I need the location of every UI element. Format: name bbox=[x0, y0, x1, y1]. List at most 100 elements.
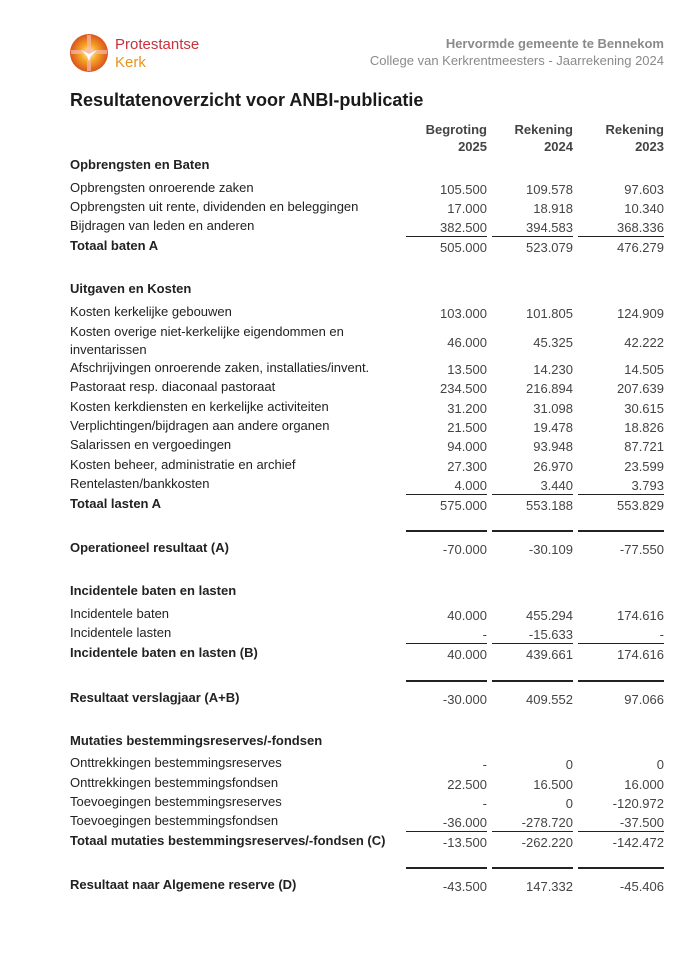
table-row: Pastoraat resp. diaconaal pastoraat 234.5… bbox=[70, 378, 664, 396]
row-value: 31.098 bbox=[533, 401, 573, 416]
sum-rule bbox=[578, 643, 664, 644]
row-value: -77.550 bbox=[619, 542, 664, 557]
row-label: Afschrijvingen onroerende zaken, install… bbox=[70, 360, 370, 375]
row-value: 368.336 bbox=[617, 220, 664, 235]
table-row: Opbrengsten onroerende zaken 105.500 109.5… bbox=[70, 179, 664, 197]
page-title: Resultatenoverzicht voor ANBI-publicatie bbox=[70, 90, 424, 110]
row-label: Kosten overige niet-kerkelijke eigendomm… bbox=[70, 324, 344, 357]
double-rule bbox=[406, 530, 487, 532]
brand-name-line2: Kerk bbox=[115, 54, 146, 71]
row-value: 147.332 bbox=[526, 879, 573, 894]
table-row: Kosten kerkelijke gebouwen 103.000 101.805… bbox=[70, 303, 664, 321]
sum-rule bbox=[406, 236, 487, 237]
row-value: 553.188 bbox=[526, 498, 573, 513]
row-value: 575.000 bbox=[440, 498, 487, 513]
row-value: 10.340 bbox=[624, 201, 664, 216]
row-value: -43.500 bbox=[442, 879, 487, 894]
table-row: Salarissen en vergoedingen 94.000 93.948 87… bbox=[70, 436, 664, 454]
row-value: 14.505 bbox=[624, 362, 664, 377]
sum-rule bbox=[406, 643, 487, 644]
row-value: 18.918 bbox=[533, 201, 573, 216]
row-label: Toevoegingen bestemmingsreserves bbox=[70, 794, 282, 809]
sum-rule bbox=[406, 831, 487, 832]
sum-rule bbox=[492, 831, 573, 832]
table-row: Incidentele lasten - -15.633 - bbox=[70, 624, 664, 642]
row-label: Pastoraat resp. diaconaal pastoraat bbox=[70, 379, 276, 394]
section-heading: Mutaties bestemmingsreserves/-fondsen bbox=[70, 732, 664, 750]
row-value: 13.500 bbox=[447, 362, 487, 377]
row-value: 382.500 bbox=[440, 220, 487, 235]
sum-rule bbox=[492, 494, 573, 495]
table-row: Rentelasten/bankkosten 4.000 3.440 3.793 bbox=[70, 475, 664, 493]
row-value: 0 bbox=[565, 757, 573, 772]
row-label: Incidentele lasten bbox=[70, 625, 172, 640]
table-row: Toevoegingen bestemmingsfondsen -36.000 -2… bbox=[70, 812, 664, 830]
row-value: 46.000 bbox=[447, 335, 487, 350]
double-rule bbox=[578, 680, 664, 682]
row-value: 234.500 bbox=[440, 381, 487, 396]
sum-rule bbox=[406, 494, 487, 495]
protestantse-kerk-logo-icon bbox=[70, 34, 108, 72]
row-value: 0 bbox=[565, 796, 573, 811]
row-value: 23.599 bbox=[624, 459, 664, 474]
result-row: Operationeel resultaat (A) -70.000 -30.109… bbox=[70, 539, 664, 557]
row-value: -37.500 bbox=[619, 815, 664, 830]
row-value: 523.079 bbox=[526, 240, 573, 255]
row-value: -142.472 bbox=[612, 835, 664, 850]
row-label: Opbrengsten uit rente, dividenden en bel… bbox=[70, 199, 359, 214]
double-rule bbox=[578, 867, 664, 869]
table-row: Kosten overige niet-kerkelijke eigendomm… bbox=[70, 324, 664, 357]
row-value: 40.000 bbox=[447, 608, 487, 623]
row-label: Kosten beheer, administratie en archief bbox=[70, 457, 296, 472]
total-row: Totaal mutaties bestemmingsreserves/-fon… bbox=[70, 832, 664, 850]
result-row: Resultaat naar Algemene reserve (D) -43.5… bbox=[70, 876, 664, 894]
row-value: 455.294 bbox=[526, 608, 573, 623]
column-header-rekening-2024: Rekening 2024 bbox=[492, 121, 573, 155]
row-value: 174.616 bbox=[617, 608, 664, 623]
row-value: -278.720 bbox=[521, 815, 573, 830]
row-label: Onttrekkingen bestemmingsfondsen bbox=[70, 775, 279, 790]
brand-name-line1: Protestantse bbox=[115, 36, 200, 53]
table-row: Toevoegingen bestemmingsreserves - 0 -120.9… bbox=[70, 793, 664, 811]
row-value: 103.000 bbox=[440, 306, 487, 321]
row-value: -262.220 bbox=[521, 835, 573, 850]
sum-rule bbox=[492, 643, 573, 644]
total-row: Incidentele baten en lasten (B) 40.000 439… bbox=[70, 644, 664, 662]
document-subtitle: College van Kerkrentmeesters - Jaarreken… bbox=[369, 53, 664, 68]
column-header-line2: 2024 bbox=[544, 139, 573, 154]
row-value: 18.826 bbox=[624, 420, 664, 435]
table-row: Opbrengsten uit rente, dividenden en bel… bbox=[70, 198, 664, 216]
table-row: Onttrekkingen bestemmingsfondsen 22.500 16… bbox=[70, 774, 664, 792]
section-heading: Incidentele baten en lasten bbox=[70, 582, 664, 600]
row-value: 22.500 bbox=[447, 777, 487, 792]
column-header-rekening-2023: Rekening 2023 bbox=[578, 121, 664, 155]
table-row: Kosten beheer, administratie en archief 2… bbox=[70, 456, 664, 474]
row-value: - bbox=[659, 627, 664, 642]
row-value: 31.200 bbox=[447, 401, 487, 416]
row-value: 174.616 bbox=[617, 647, 664, 662]
row-value: 94.000 bbox=[447, 439, 487, 454]
row-label: Totaal lasten A bbox=[70, 496, 162, 511]
row-value: 476.279 bbox=[617, 240, 664, 255]
section-heading: Opbrengsten en Baten bbox=[70, 156, 664, 174]
row-label: Kosten kerkelijke gebouwen bbox=[70, 304, 232, 319]
row-value: 553.829 bbox=[617, 498, 664, 513]
row-label: Opbrengsten onroerende zaken bbox=[70, 180, 254, 195]
row-value: -120.972 bbox=[612, 796, 664, 811]
column-header-line2: 2023 bbox=[635, 139, 664, 154]
column-header-begroting-2025: Begroting 2025 bbox=[406, 121, 487, 155]
row-label: Mutaties bestemmingsreserves/-fondsen bbox=[70, 733, 323, 748]
row-label: Incidentele baten en lasten bbox=[70, 583, 237, 598]
row-value: 0 bbox=[656, 757, 664, 772]
row-value: 124.909 bbox=[617, 306, 664, 321]
row-label: Incidentele baten bbox=[70, 606, 170, 621]
column-header-line1: Begroting bbox=[425, 122, 487, 137]
row-label: Rentelasten/bankkosten bbox=[70, 476, 210, 491]
row-value: - bbox=[482, 757, 487, 772]
row-value: 45.325 bbox=[533, 335, 573, 350]
row-value: 3.440 bbox=[540, 478, 573, 493]
row-value: 101.805 bbox=[526, 306, 573, 321]
row-value: 207.639 bbox=[617, 381, 664, 396]
row-label: Incidentele baten en lasten (B) bbox=[70, 645, 258, 660]
